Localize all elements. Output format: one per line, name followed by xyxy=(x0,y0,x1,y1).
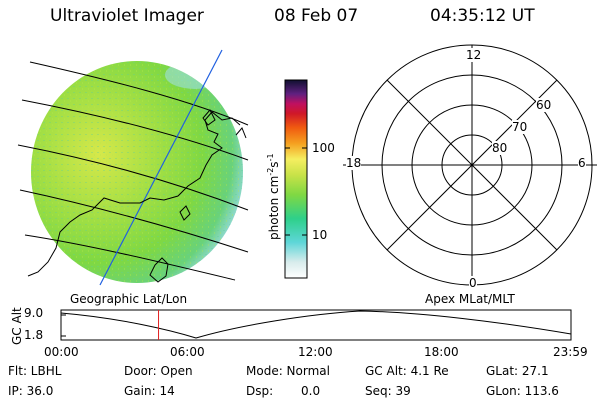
alt-xtick-4: 23:59 xyxy=(553,345,588,359)
mlt-label-18: 18 xyxy=(346,156,362,170)
left-panel-label: Geographic Lat/Lon xyxy=(70,292,188,306)
colorbar-tick-10: 10 xyxy=(312,228,328,242)
right-panel-label: Apex MLat/MLT xyxy=(425,292,515,306)
gain-info: Gain: 14 xyxy=(124,384,175,398)
flt-info: Flt: LBHL xyxy=(8,364,62,378)
mlt-label-12: 12 xyxy=(466,48,482,62)
longitude-meridian xyxy=(99,49,223,286)
alt-xtick-1: 06:00 xyxy=(170,345,205,359)
mlt-label-0: 0 xyxy=(469,276,477,290)
colorbar-tick-100: 100 xyxy=(312,141,335,155)
glat-info: GLat: 27.1 xyxy=(486,364,549,378)
seq-info: Seq: 39 xyxy=(365,384,411,398)
alt-ytick-1-8: 1.8 xyxy=(24,328,44,342)
gc-alt-info: GC Alt: 4.1 Re xyxy=(365,364,449,378)
alt-ylabel: GC Alt xyxy=(10,307,24,345)
coastline xyxy=(27,109,247,283)
instrument-title: Ultraviolet Imager xyxy=(50,6,204,26)
ip-info: IP: 36.0 xyxy=(8,384,54,398)
altitude-curve xyxy=(60,310,572,339)
mlt-label-6: 6 xyxy=(578,156,586,170)
mlat-label-80: 80 xyxy=(492,141,508,155)
alt-xtick-2: 12:00 xyxy=(298,345,333,359)
mode-info: Mode: Normal xyxy=(246,364,330,378)
glon-info: GLon: 113.6 xyxy=(486,384,559,398)
door-info: Door: Open xyxy=(124,364,193,378)
dsp-info-label: Dsp: xyxy=(246,384,274,398)
color-bar xyxy=(284,79,308,279)
time-label: 04:35:12 UT xyxy=(430,6,535,26)
latitude-lines xyxy=(17,61,249,281)
alt-xtick-0: 00:00 xyxy=(44,345,79,359)
mlat-label-70: 70 xyxy=(512,120,528,134)
date-label: 08 Feb 07 xyxy=(274,6,359,26)
alt-xtick-3: 18:00 xyxy=(424,345,459,359)
dsp-info-value: 0.0 xyxy=(301,384,321,398)
mlat-label-60: 60 xyxy=(536,98,552,112)
alt-ytick-9: 9.0 xyxy=(24,306,44,320)
